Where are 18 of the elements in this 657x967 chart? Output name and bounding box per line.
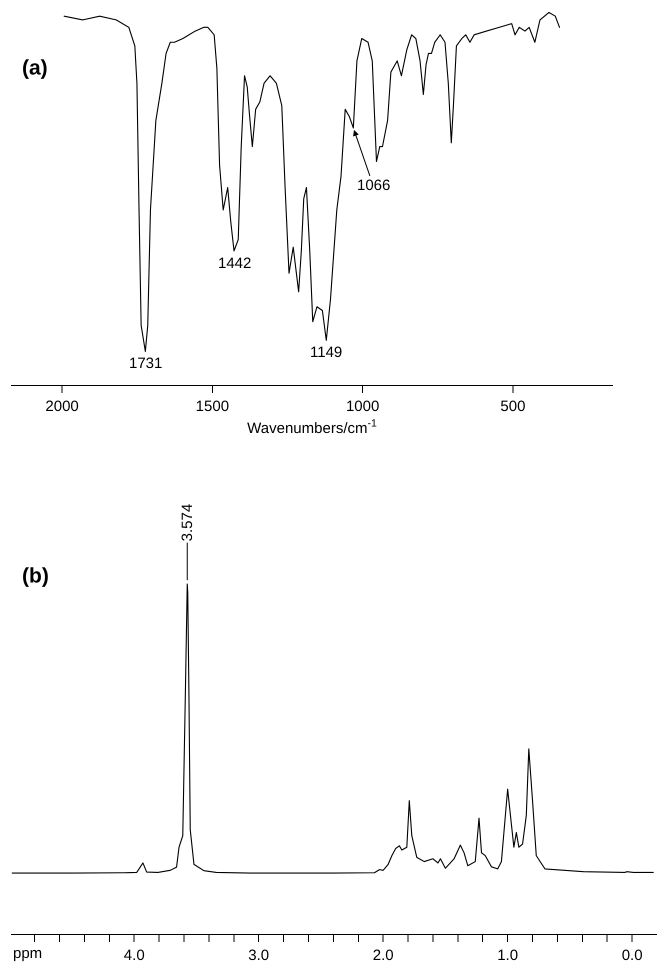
- chart-title: (b): [22, 564, 49, 588]
- x-axis-title: Wavenumbers/cm$^{-1}$: [247, 418, 377, 437]
- annotation: 3.574: [179, 504, 196, 542]
- x-tick-label: 0.0: [622, 947, 643, 964]
- annotation: 1442: [218, 255, 252, 272]
- x-tick-label: 1500: [196, 398, 230, 415]
- x-tick-label: 1.0: [497, 947, 518, 964]
- x-tick-label: 1000: [346, 398, 380, 415]
- annotation: 1149: [310, 344, 342, 361]
- x-axis-title: ppm: [13, 945, 42, 962]
- annotation: 1731: [129, 355, 162, 372]
- x-tick-label: 2000: [45, 398, 79, 415]
- x-tick-label: 2.0: [372, 947, 394, 964]
- x-tick-label: 500: [500, 398, 526, 415]
- text: (a): [22, 56, 48, 80]
- x-tick-label: 4.0: [124, 947, 145, 964]
- annotation: 1066: [357, 177, 390, 194]
- x-tick-label: 3.0: [248, 947, 270, 964]
